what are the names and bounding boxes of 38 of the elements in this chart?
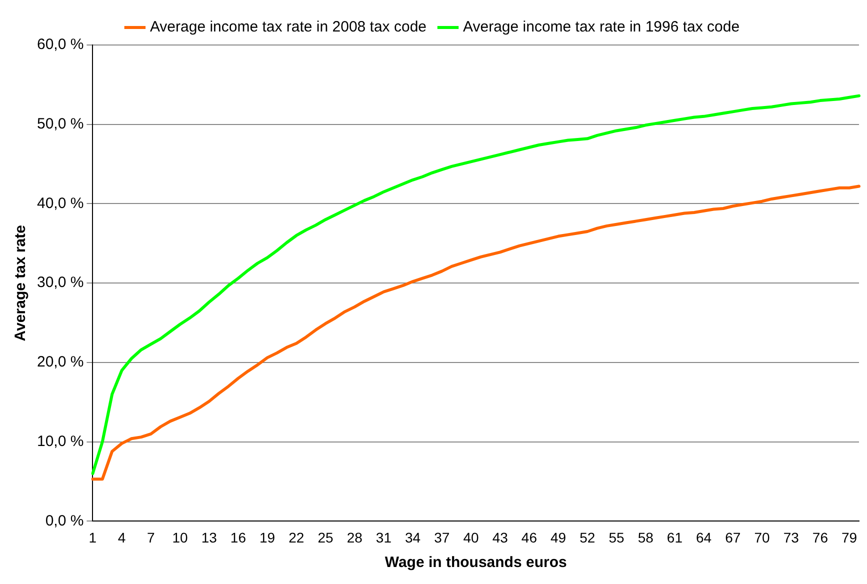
x-tick-label: 37 bbox=[434, 529, 450, 546]
x-tick-label: 64 bbox=[696, 529, 712, 546]
x-tick-label: 19 bbox=[260, 529, 276, 546]
legend-label: Average income tax rate in 1996 tax code bbox=[463, 18, 740, 36]
y-tick-label: 60,0 % bbox=[36, 36, 84, 54]
x-tick-label: 58 bbox=[638, 529, 654, 546]
y-tick-label: 30,0 % bbox=[36, 274, 84, 292]
x-tick-label: 34 bbox=[405, 529, 421, 546]
x-tick-label: 28 bbox=[346, 529, 363, 546]
x-tick-label: 1 bbox=[88, 529, 97, 546]
x-tick-label: 16 bbox=[230, 529, 246, 546]
y-tick-label: 10,0 % bbox=[36, 432, 84, 450]
x-tick-label: 13 bbox=[201, 529, 218, 546]
y-tick-label: 50,0 % bbox=[36, 116, 84, 133]
x-tick-label: 43 bbox=[492, 529, 508, 546]
y-axis-title: Average tax rate bbox=[12, 225, 30, 342]
legend-label: Average income tax rate in 2008 tax code bbox=[150, 18, 426, 36]
x-axis-title: Wage in thousands euros bbox=[384, 554, 567, 572]
x-tick-label: 73 bbox=[783, 529, 800, 546]
x-tick-label: 49 bbox=[550, 529, 566, 546]
x-tick-label: 40 bbox=[463, 529, 479, 546]
x-tick-label: 61 bbox=[666, 529, 683, 546]
x-tick-label: 67 bbox=[725, 529, 741, 546]
x-tick-label: 76 bbox=[812, 529, 828, 546]
y-tick-label: 40,0 % bbox=[36, 194, 84, 212]
x-tick-label: 46 bbox=[521, 529, 538, 546]
x-tick-label: 7 bbox=[147, 529, 155, 546]
x-tick-label: 10 bbox=[172, 529, 188, 546]
x-tick-label: 55 bbox=[608, 529, 624, 546]
x-tick-label: 52 bbox=[580, 529, 596, 546]
x-tick-label: 79 bbox=[842, 529, 858, 546]
x-tick-label: 25 bbox=[318, 529, 334, 546]
y-tick-label: 20,0 % bbox=[36, 354, 84, 371]
x-tick-label: 70 bbox=[754, 529, 770, 546]
x-tick-label: 22 bbox=[288, 529, 304, 546]
x-tick-label: 31 bbox=[376, 529, 392, 546]
y-tick-label: 0,0 % bbox=[45, 512, 84, 530]
x-tick-label: 4 bbox=[118, 529, 126, 546]
